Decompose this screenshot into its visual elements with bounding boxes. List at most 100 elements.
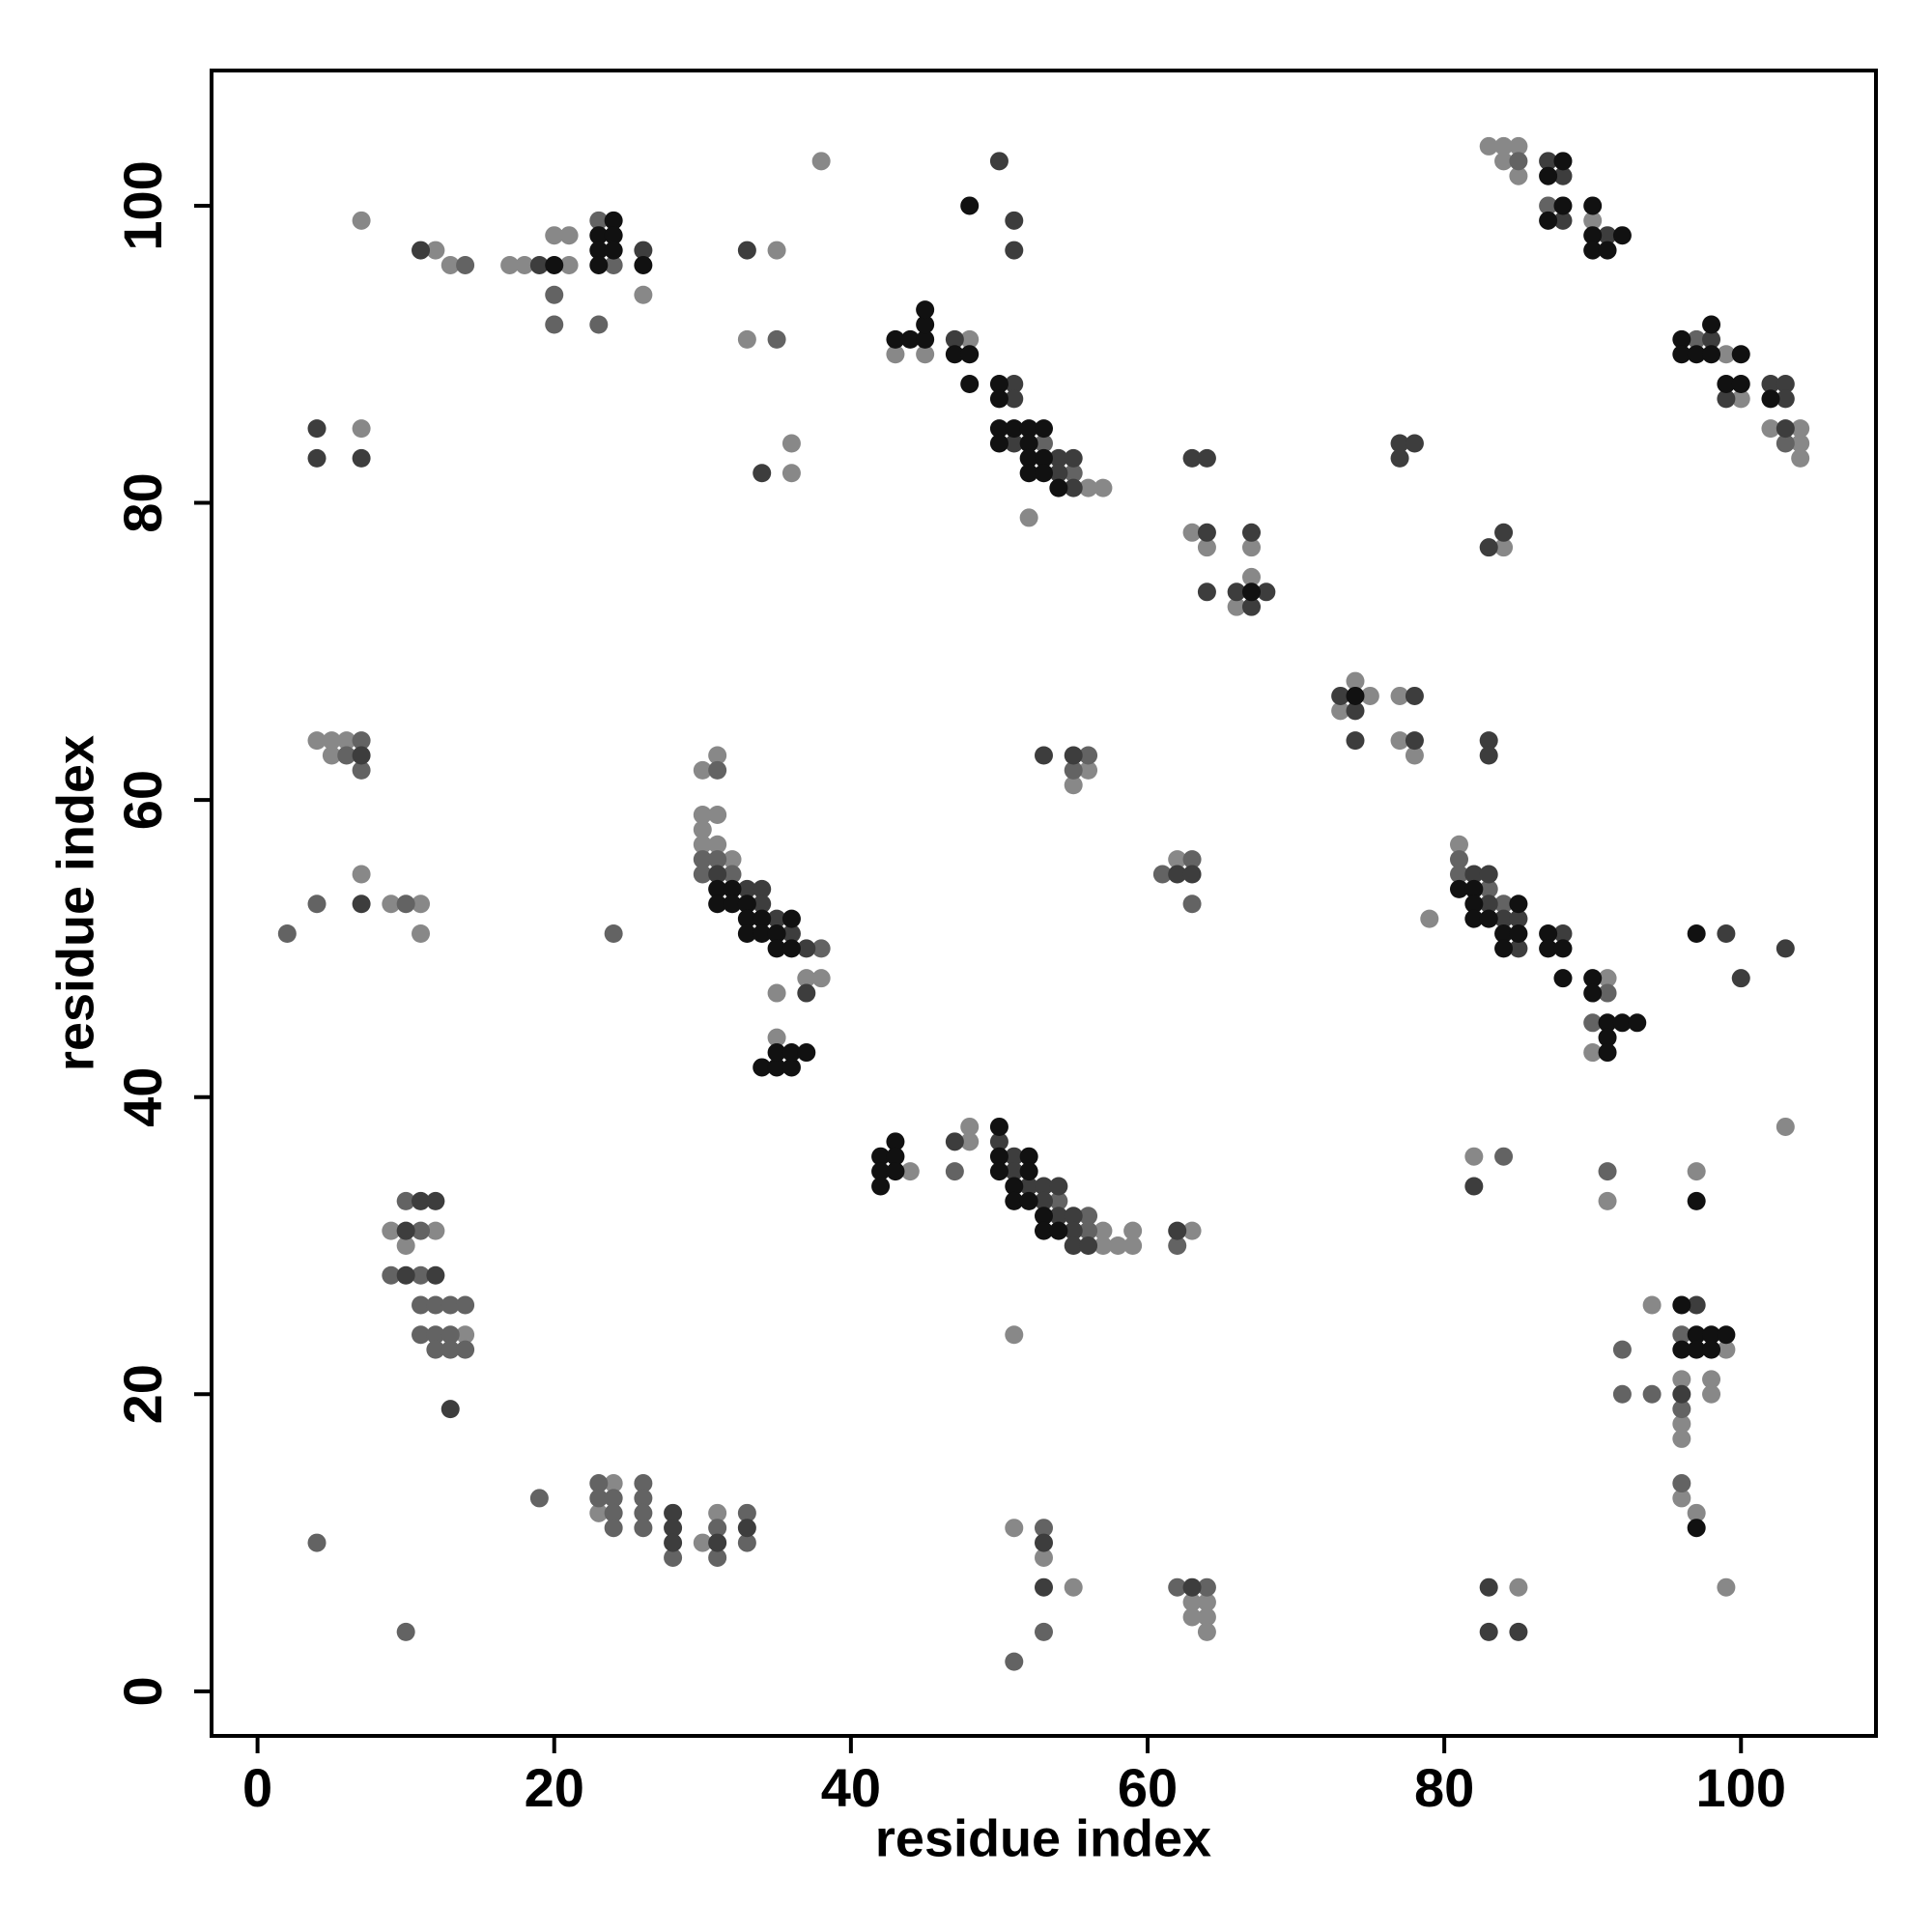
point (1168, 865, 1187, 884)
point (1539, 196, 1558, 215)
point (1717, 345, 1736, 364)
point (1035, 1519, 1053, 1538)
point (382, 1221, 401, 1240)
point (664, 1533, 683, 1552)
point (1019, 1162, 1038, 1181)
point (412, 1325, 431, 1345)
point (1035, 1191, 1053, 1210)
point (1241, 523, 1261, 542)
point (797, 1043, 816, 1063)
point (900, 329, 920, 349)
point (277, 924, 297, 944)
y-tick-label: 80 (112, 472, 173, 532)
point (693, 805, 712, 824)
point (871, 1177, 891, 1196)
point (737, 895, 756, 914)
point (456, 1295, 475, 1315)
point (693, 850, 712, 869)
point (1687, 1295, 1706, 1315)
point (1390, 434, 1409, 453)
y-axis-title: residue index (46, 735, 104, 1071)
point (1717, 389, 1736, 409)
x-tick-label: 0 (242, 1757, 272, 1818)
point (664, 1548, 683, 1567)
point (1553, 196, 1573, 215)
point (604, 1503, 623, 1522)
point (1168, 1221, 1187, 1240)
point (960, 1132, 980, 1151)
point (723, 850, 742, 869)
point (1539, 211, 1558, 230)
point (989, 1117, 1009, 1136)
point (989, 152, 1009, 171)
point (1197, 1622, 1216, 1641)
point (1094, 1236, 1113, 1255)
point (352, 865, 371, 884)
point (1449, 835, 1468, 854)
point (767, 1058, 786, 1077)
point (1598, 969, 1617, 988)
point (1464, 1147, 1484, 1166)
point (871, 1162, 891, 1181)
point (1479, 538, 1498, 557)
point (1553, 152, 1573, 171)
point (781, 1043, 801, 1063)
point (426, 241, 445, 260)
point (708, 895, 727, 914)
point (900, 1162, 920, 1181)
point (1776, 374, 1795, 393)
point (1672, 1429, 1691, 1448)
point (1094, 478, 1113, 497)
point (797, 983, 816, 1003)
point (737, 924, 756, 944)
point (634, 255, 653, 274)
point (693, 835, 712, 854)
point (1494, 909, 1514, 928)
point (1035, 434, 1053, 453)
point (634, 1503, 653, 1522)
point (1079, 746, 1098, 765)
point (708, 879, 727, 898)
point (1479, 1577, 1498, 1597)
point (1035, 746, 1053, 765)
point (1583, 211, 1603, 230)
point (767, 1043, 786, 1063)
point (1479, 136, 1498, 156)
point (1182, 1593, 1202, 1612)
point (1005, 434, 1024, 453)
point (1672, 1474, 1691, 1493)
point (1182, 865, 1202, 884)
point (767, 1028, 786, 1047)
point (886, 1162, 905, 1181)
point (664, 1503, 683, 1522)
point (352, 760, 371, 780)
point (708, 746, 727, 765)
point (1672, 1384, 1691, 1404)
point (1642, 1295, 1662, 1315)
point (589, 211, 609, 230)
point (1642, 1384, 1662, 1404)
point (1494, 523, 1514, 542)
point (1494, 924, 1514, 944)
point (1405, 746, 1424, 765)
point (352, 731, 371, 751)
point (1464, 879, 1484, 898)
point (337, 731, 356, 751)
point (737, 329, 756, 349)
point (737, 879, 756, 898)
point (781, 924, 801, 944)
point (1035, 1177, 1053, 1196)
point (1019, 464, 1038, 483)
point (1005, 241, 1024, 260)
point (1479, 865, 1498, 884)
point (1598, 226, 1617, 245)
point (960, 196, 980, 215)
point (634, 1474, 653, 1493)
point (1241, 567, 1261, 586)
point (1019, 419, 1038, 439)
point (1035, 1533, 1053, 1552)
point (1791, 448, 1810, 468)
point (1464, 1177, 1484, 1196)
point (634, 285, 653, 304)
point (1479, 879, 1498, 898)
